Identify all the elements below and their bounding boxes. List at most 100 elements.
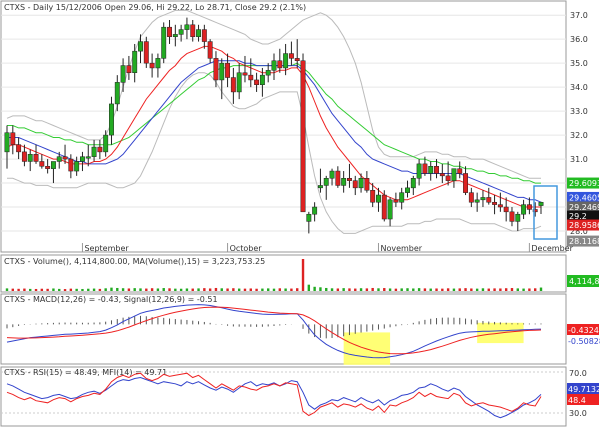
candle-body <box>219 62 225 81</box>
candle-body <box>138 41 143 52</box>
mfi-value-badge <box>567 383 599 394</box>
volume-bar <box>34 288 38 291</box>
candle-body <box>4 132 10 153</box>
volume-bar <box>214 287 218 291</box>
candle <box>178 24 184 42</box>
candle-body <box>463 173 468 193</box>
candle-body <box>283 53 289 69</box>
candle-body <box>265 70 271 76</box>
volume-bar <box>69 288 73 291</box>
candle <box>149 53 155 78</box>
volume-bar <box>116 287 119 291</box>
candle-body <box>155 58 161 69</box>
candle-body <box>376 194 381 203</box>
candle-body <box>509 211 515 222</box>
candle <box>526 197 532 215</box>
candle <box>213 51 219 88</box>
candle <box>532 202 538 217</box>
candle-body <box>271 60 277 71</box>
candle-body <box>161 26 167 59</box>
candle-body <box>532 209 538 213</box>
candle-body <box>428 166 434 174</box>
candle-body <box>434 166 439 174</box>
candle <box>468 187 474 208</box>
candle <box>387 197 393 227</box>
rsi-line <box>6 372 542 417</box>
candle-body <box>167 26 172 38</box>
candle-body <box>80 156 85 162</box>
volume-bar <box>278 288 282 291</box>
volume-title: CTXS - Volume(), 4,114,800.00, MA(Volume… <box>4 257 265 266</box>
rsi-title: CTXS - RSI(15) = 48.49, MFI(14) = 49.71 <box>4 368 167 377</box>
candle-body <box>451 168 457 181</box>
price-value-badge <box>567 235 599 247</box>
candle-body <box>39 161 45 167</box>
candle <box>381 190 387 222</box>
candle-body <box>74 161 80 172</box>
volume-bar <box>98 288 102 291</box>
volume-bar <box>528 288 531 291</box>
volume-bar <box>493 288 496 291</box>
candle <box>230 67 236 104</box>
candle <box>317 168 323 193</box>
candle-body <box>103 134 109 153</box>
volume-bar <box>330 288 334 291</box>
candle-body <box>91 146 97 157</box>
candle-body <box>364 178 370 191</box>
volume-bar <box>40 288 44 291</box>
candle <box>39 154 45 169</box>
candle-body <box>538 201 544 206</box>
candle-body <box>184 24 190 30</box>
volume-bar <box>464 288 467 291</box>
volume-bar <box>232 288 235 291</box>
volume-bar <box>383 288 386 291</box>
volume-bar <box>162 288 165 291</box>
candle <box>347 163 352 188</box>
candle-body <box>410 178 416 189</box>
candle <box>45 159 51 174</box>
candle <box>74 156 80 176</box>
candle <box>312 202 318 222</box>
candle-body <box>126 65 132 73</box>
volume-bar <box>52 288 55 291</box>
volume-bar <box>533 288 537 291</box>
candle-body <box>312 206 318 215</box>
candle <box>434 159 439 179</box>
candle <box>463 166 468 196</box>
candle <box>410 175 416 196</box>
candle-body <box>196 29 201 38</box>
candle <box>155 53 161 78</box>
signal-value-label: -0.50828 <box>568 337 600 346</box>
candle-body <box>149 62 155 69</box>
candles <box>4 17 544 234</box>
candle <box>167 19 172 44</box>
candle-body <box>306 213 312 222</box>
month-label: September <box>84 244 129 253</box>
rsi-bottom-label: 30.0 <box>569 409 587 418</box>
volume-bar <box>185 288 189 291</box>
candle-body <box>405 187 410 193</box>
candle-body <box>526 204 532 210</box>
volume-bar <box>5 288 9 291</box>
candle <box>445 161 451 186</box>
price-plot-frame <box>0 0 567 253</box>
candle <box>172 24 178 47</box>
candle-body <box>213 58 219 81</box>
candle-body <box>10 132 16 145</box>
month-label: October <box>230 244 263 253</box>
candle-body <box>68 158 74 172</box>
price-header: CTXS - Daily 15/12/2006 Open 29.06, Hi 2… <box>4 3 306 12</box>
candle <box>416 159 422 186</box>
volume-bar <box>412 288 415 291</box>
volume-bar <box>17 288 20 291</box>
candle-body <box>242 72 248 76</box>
candle-body <box>27 154 33 162</box>
volume-bars <box>5 259 543 291</box>
volume-bar <box>179 288 183 291</box>
candle-body <box>201 29 207 42</box>
volume-bar <box>249 288 252 291</box>
price-value-label: 28.9586 <box>569 221 600 230</box>
price-value-badge <box>567 177 599 189</box>
volume-panel: CTXS - Volume(), 4,114,800.00, MA(Volume… <box>0 254 600 293</box>
